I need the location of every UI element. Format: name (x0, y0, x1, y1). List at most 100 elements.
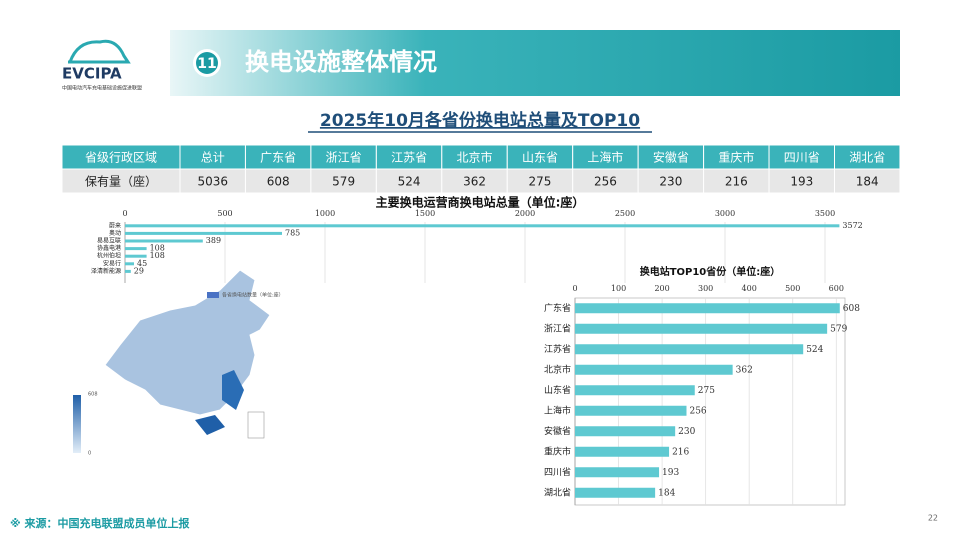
map-scale-min: 0 (88, 451, 91, 457)
header-bar (170, 30, 900, 96)
table-cell (572, 144, 639, 170)
category-label: 易易互联 (97, 237, 121, 245)
table-cell (572, 168, 639, 194)
table-text: 216 (725, 175, 748, 189)
table-text: 湖北省 (849, 150, 885, 165)
bar (575, 344, 804, 355)
table-text: 193 (790, 175, 813, 189)
table-text: 广东省 (260, 151, 296, 165)
bar (125, 231, 282, 235)
table-cell (441, 168, 508, 194)
x-tick-label: 2500 (615, 209, 635, 218)
bar (575, 364, 733, 375)
table-cell (637, 144, 705, 170)
bar (125, 269, 131, 273)
category-label: 重庆市 (544, 445, 571, 457)
category-label: 蔚来 (109, 221, 121, 229)
table-text: 524 (398, 175, 421, 189)
map-legend-swatch (207, 292, 219, 298)
table-text: 362 (463, 175, 486, 189)
category-label: 安易行 (103, 259, 121, 267)
table-text: 5036 (197, 175, 228, 189)
bar (575, 426, 676, 437)
x-tick-label: 0 (572, 284, 577, 293)
x-tick-label: 1000 (315, 209, 335, 218)
map-inset (247, 411, 265, 439)
table-cell (310, 168, 377, 194)
value-label: 108 (150, 244, 165, 253)
table-text: 上海市 (587, 150, 623, 165)
value-label: 256 (689, 406, 706, 416)
x-tick-label: 3500 (815, 209, 835, 218)
table-text: 256 (594, 175, 617, 189)
chart-title: 换电站TOP10省份（单位:座） (640, 265, 781, 278)
bar (575, 385, 695, 396)
number-badge-inner (196, 52, 218, 74)
section-number: 11 (197, 56, 216, 72)
charts: 主要换电运营商换电站总量（单位:座） 0 500 1000 1500 2000 2500 30… (91, 195, 863, 506)
bar (575, 467, 660, 478)
x-tick-label: 3000 (715, 209, 735, 218)
category-label: 山东省 (544, 384, 571, 396)
value-label: 389 (206, 236, 221, 245)
table-cell (375, 168, 443, 194)
table-text: 重庆市 (718, 150, 754, 165)
category-label: 协鑫电港 (97, 244, 121, 252)
map-legend: 各省换电站数量（单位:座） (222, 292, 284, 299)
bar (575, 405, 687, 416)
map-scale (73, 395, 81, 453)
x-tick-label: 1500 (415, 209, 435, 218)
category-label: 江苏省 (544, 343, 571, 355)
table-text: 275 (529, 175, 552, 189)
table-text: 608 (267, 175, 290, 189)
value-label: 362 (736, 365, 753, 375)
subtitle: 2025年10月各省份换电站总量及TOP10 (320, 110, 640, 131)
category-label: 浙江省 (544, 322, 571, 334)
table-text: 浙江省 (326, 151, 362, 165)
table-cell (61, 144, 181, 170)
table-cell (768, 168, 835, 194)
category-label: 杭州伯坦 (97, 252, 121, 260)
x-tick-label: 500 (217, 209, 232, 218)
value-label: 45 (137, 259, 147, 268)
value-label: 184 (658, 488, 675, 498)
table-text: 山东省 (522, 151, 558, 165)
map-east (222, 370, 244, 410)
value-label: 193 (662, 468, 679, 478)
value-label: 608 (843, 304, 860, 314)
table-cell (506, 144, 574, 170)
category-label: 广东省 (544, 302, 571, 314)
table-cell (179, 144, 246, 170)
category-label: 奥动 (109, 229, 121, 237)
x-tick-label: 300 (698, 284, 713, 293)
table-cell (703, 168, 770, 194)
logo-subtitle: 中国电动汽车充电基础设施促进联盟 (62, 85, 142, 92)
chart-title: 主要换电运营商换电站总量（单位:座） (376, 195, 585, 210)
table-cell (179, 168, 246, 194)
category-label: 湖北省 (544, 486, 571, 498)
category-label: 泽清新能源 (91, 267, 121, 275)
bar (575, 487, 656, 498)
value-label: 3572 (842, 221, 862, 230)
value-label: 579 (830, 324, 847, 334)
x-tick-label: 2000 (515, 209, 535, 218)
table-text: 184 (856, 175, 879, 189)
category-label: 安徽省 (544, 425, 571, 437)
bar (575, 323, 828, 334)
category-label: 四川省 (544, 466, 571, 478)
bar (575, 303, 840, 314)
table-text: 总计 (201, 151, 225, 165)
table: 省级行政区域 总计 广东省 浙江省 江苏省 北京市 山东省 上海市 安徽省 重庆市 四川省 湖北省保有… (61, 144, 901, 194)
table-text: 江苏省 (391, 151, 427, 165)
bar (575, 446, 670, 457)
map-scale-max: 608 (88, 392, 98, 398)
value-label: 216 (672, 447, 689, 457)
table-cell (834, 144, 901, 170)
value-label: 524 (806, 345, 823, 355)
table-text: 北京市 (457, 150, 493, 165)
value-label: 108 (150, 251, 165, 260)
bar (125, 262, 134, 266)
x-tick-label: 600 (829, 284, 844, 293)
bar (125, 254, 147, 258)
